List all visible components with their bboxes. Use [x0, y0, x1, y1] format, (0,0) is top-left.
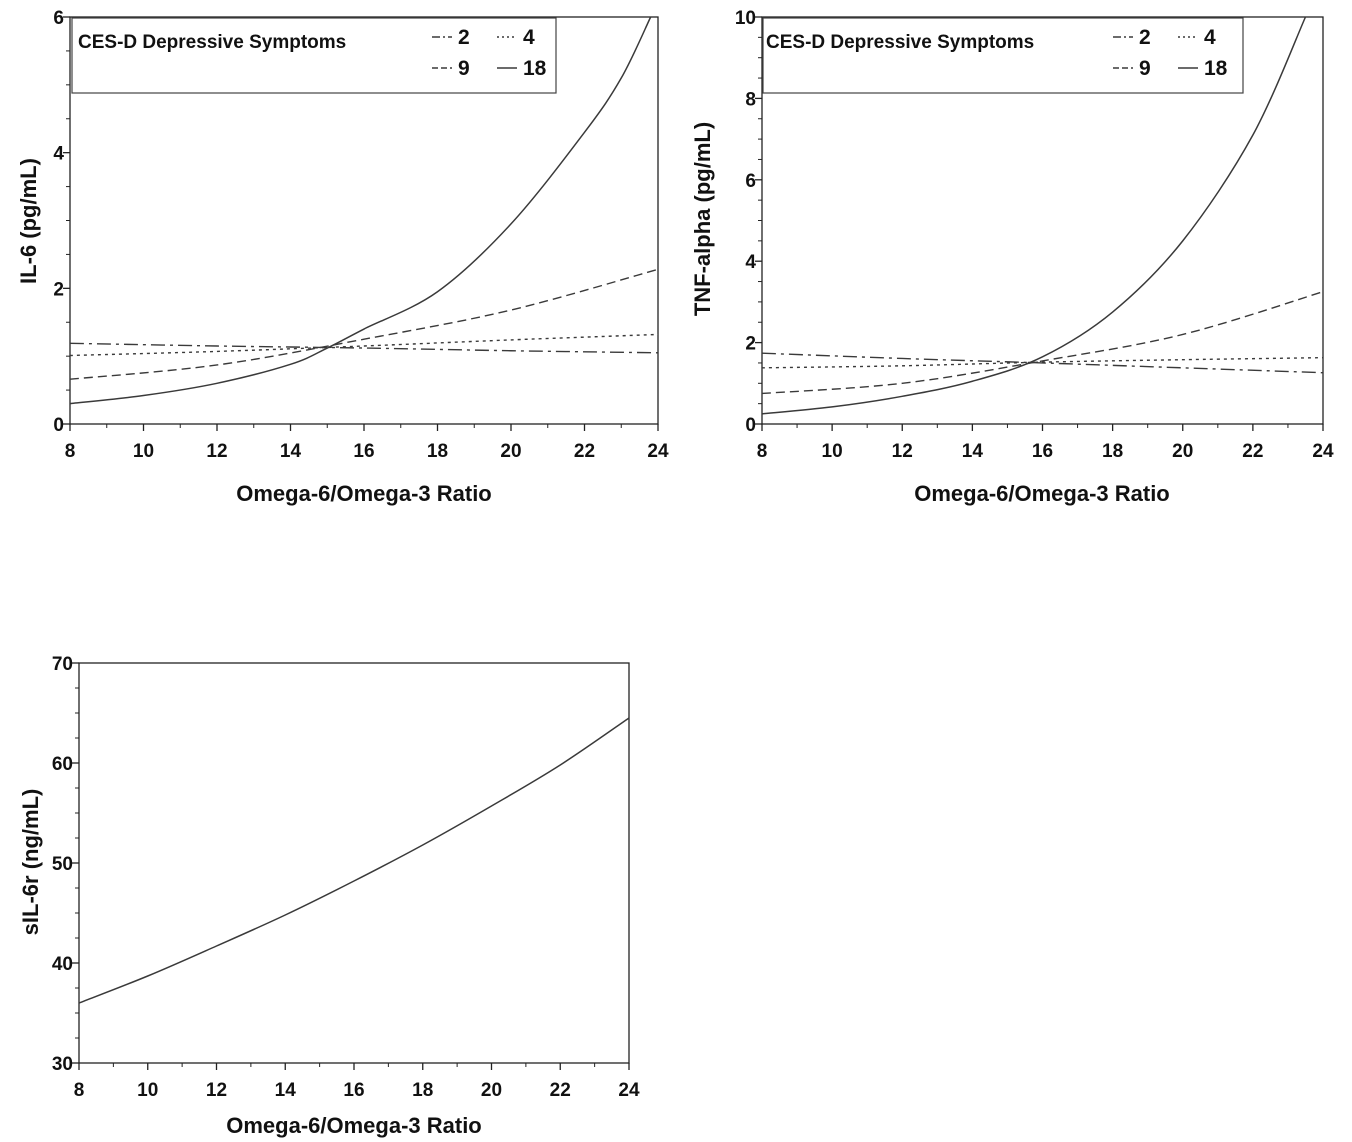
x-axis-ticks: 8 10 12 14 16 18 20 22 24	[757, 424, 1334, 462]
y-tick-label: 50	[52, 854, 73, 875]
x-tick-label: 8	[74, 1080, 85, 1101]
x-tick-label: 12	[206, 1080, 227, 1101]
x-axis-title: Omega-6/Omega-3 Ratio	[914, 481, 1170, 506]
x-tick-label: 24	[618, 1080, 640, 1101]
y-tick-label: 6	[745, 171, 756, 192]
y-tick-label: 10	[735, 8, 756, 29]
legend: CES-D Depressive Symptoms 2 4 9 18	[762, 17, 1244, 94]
x-tick-label: 24	[647, 441, 669, 462]
y-tick-label: 0	[745, 415, 756, 436]
x-tick-label: 14	[280, 441, 302, 462]
legend-label-2: 2	[458, 26, 470, 49]
y-tick-label: 6	[53, 8, 64, 29]
x-tick-label: 18	[427, 441, 448, 462]
legend-entries: 2 4 9 18	[1113, 26, 1228, 80]
y-tick-label: 2	[53, 279, 64, 300]
y-tick-label: 4	[53, 144, 64, 165]
legend-box	[762, 17, 1244, 94]
x-tick-label: 16	[1032, 441, 1053, 462]
series-line-2	[69, 342, 659, 354]
x-tick-label: 14	[962, 441, 984, 462]
x-tick-label: 18	[412, 1080, 433, 1101]
x-tick-label: 18	[1102, 441, 1123, 462]
x-tick-label: 12	[892, 441, 913, 462]
y-tick-label: 0	[53, 415, 64, 436]
y-tick-label: 70	[52, 654, 73, 675]
legend-title: CES-D Depressive Symptoms	[766, 32, 1034, 53]
x-tick-label: 20	[1172, 441, 1193, 462]
series-line-18	[69, 16, 652, 405]
series-line-2	[761, 352, 1324, 374]
x-tick-label: 16	[343, 1080, 364, 1101]
legend-label-18: 18	[523, 57, 547, 80]
x-tick-label: 14	[275, 1080, 297, 1101]
series-lines	[78, 717, 630, 1004]
y-tick-label: 60	[52, 754, 73, 775]
y-axis-ticks: 0 2 4 6	[53, 8, 70, 436]
legend: CES-D Depressive Symptoms 2 4 9 18	[71, 17, 557, 94]
x-tick-label: 10	[133, 441, 154, 462]
x-tick-label: 12	[206, 441, 227, 462]
x-tick-label: 22	[550, 1080, 571, 1101]
x-axis-title: Omega-6/Omega-3 Ratio	[236, 481, 492, 506]
series-line-9	[69, 268, 659, 380]
y-tick-label: 40	[52, 954, 73, 975]
x-tick-label: 22	[574, 441, 595, 462]
x-tick-label: 8	[65, 441, 76, 462]
x-axis-ticks: 8 10 12 14 16 18 20 22 24	[74, 1063, 640, 1101]
y-tick-label: 8	[745, 89, 756, 110]
legend-label-4: 4	[1204, 26, 1216, 49]
y-axis-title: TNF-alpha (pg/mL)	[690, 122, 715, 316]
legend-label-4: 4	[523, 26, 535, 49]
legend-label-18: 18	[1204, 57, 1228, 80]
x-tick-label: 20	[481, 1080, 502, 1101]
series-line-18	[761, 16, 1307, 415]
x-tick-label: 10	[822, 441, 843, 462]
x-axis-ticks: 8 10 12 14 16 18 20 22 24	[65, 424, 669, 462]
x-tick-label: 20	[500, 441, 521, 462]
y-axis-title: IL-6 (pg/mL)	[16, 158, 41, 284]
plot-frame	[78, 662, 630, 1064]
legend-label-2: 2	[1139, 26, 1151, 49]
y-axis-ticks: 30 40 50 60 70	[52, 654, 79, 1075]
series-line-main	[78, 717, 630, 1004]
x-axis-title: Omega-6/Omega-3 Ratio	[226, 1113, 482, 1138]
x-tick-label: 8	[757, 441, 768, 462]
legend-label-9: 9	[458, 57, 470, 80]
legend-label-9: 9	[1139, 57, 1151, 80]
series-line-4	[69, 333, 659, 357]
y-tick-label: 30	[52, 1054, 73, 1075]
panel-sil6r: 8 10 12 14 16 18 20 22 24 30 40 50 60 70 Omega-6/Ome…	[18, 654, 640, 1138]
x-tick-label: 22	[1242, 441, 1263, 462]
y-axis-ticks: 0 2 4 6 8 10	[735, 8, 762, 436]
series-line-4	[761, 356, 1324, 369]
series-lines	[69, 16, 659, 405]
series-line-9	[761, 291, 1324, 395]
x-tick-label: 24	[1312, 441, 1334, 462]
y-tick-label: 2	[745, 334, 756, 355]
legend-entries: 2 4 9 18	[432, 26, 547, 80]
x-tick-label: 16	[353, 441, 374, 462]
y-tick-label: 4	[745, 252, 756, 273]
x-tick-label: 10	[137, 1080, 158, 1101]
legend-box	[71, 17, 557, 94]
legend-title: CES-D Depressive Symptoms	[78, 32, 346, 53]
series-lines	[761, 16, 1324, 415]
y-axis-title: sIL-6r (ng/mL)	[18, 789, 43, 936]
